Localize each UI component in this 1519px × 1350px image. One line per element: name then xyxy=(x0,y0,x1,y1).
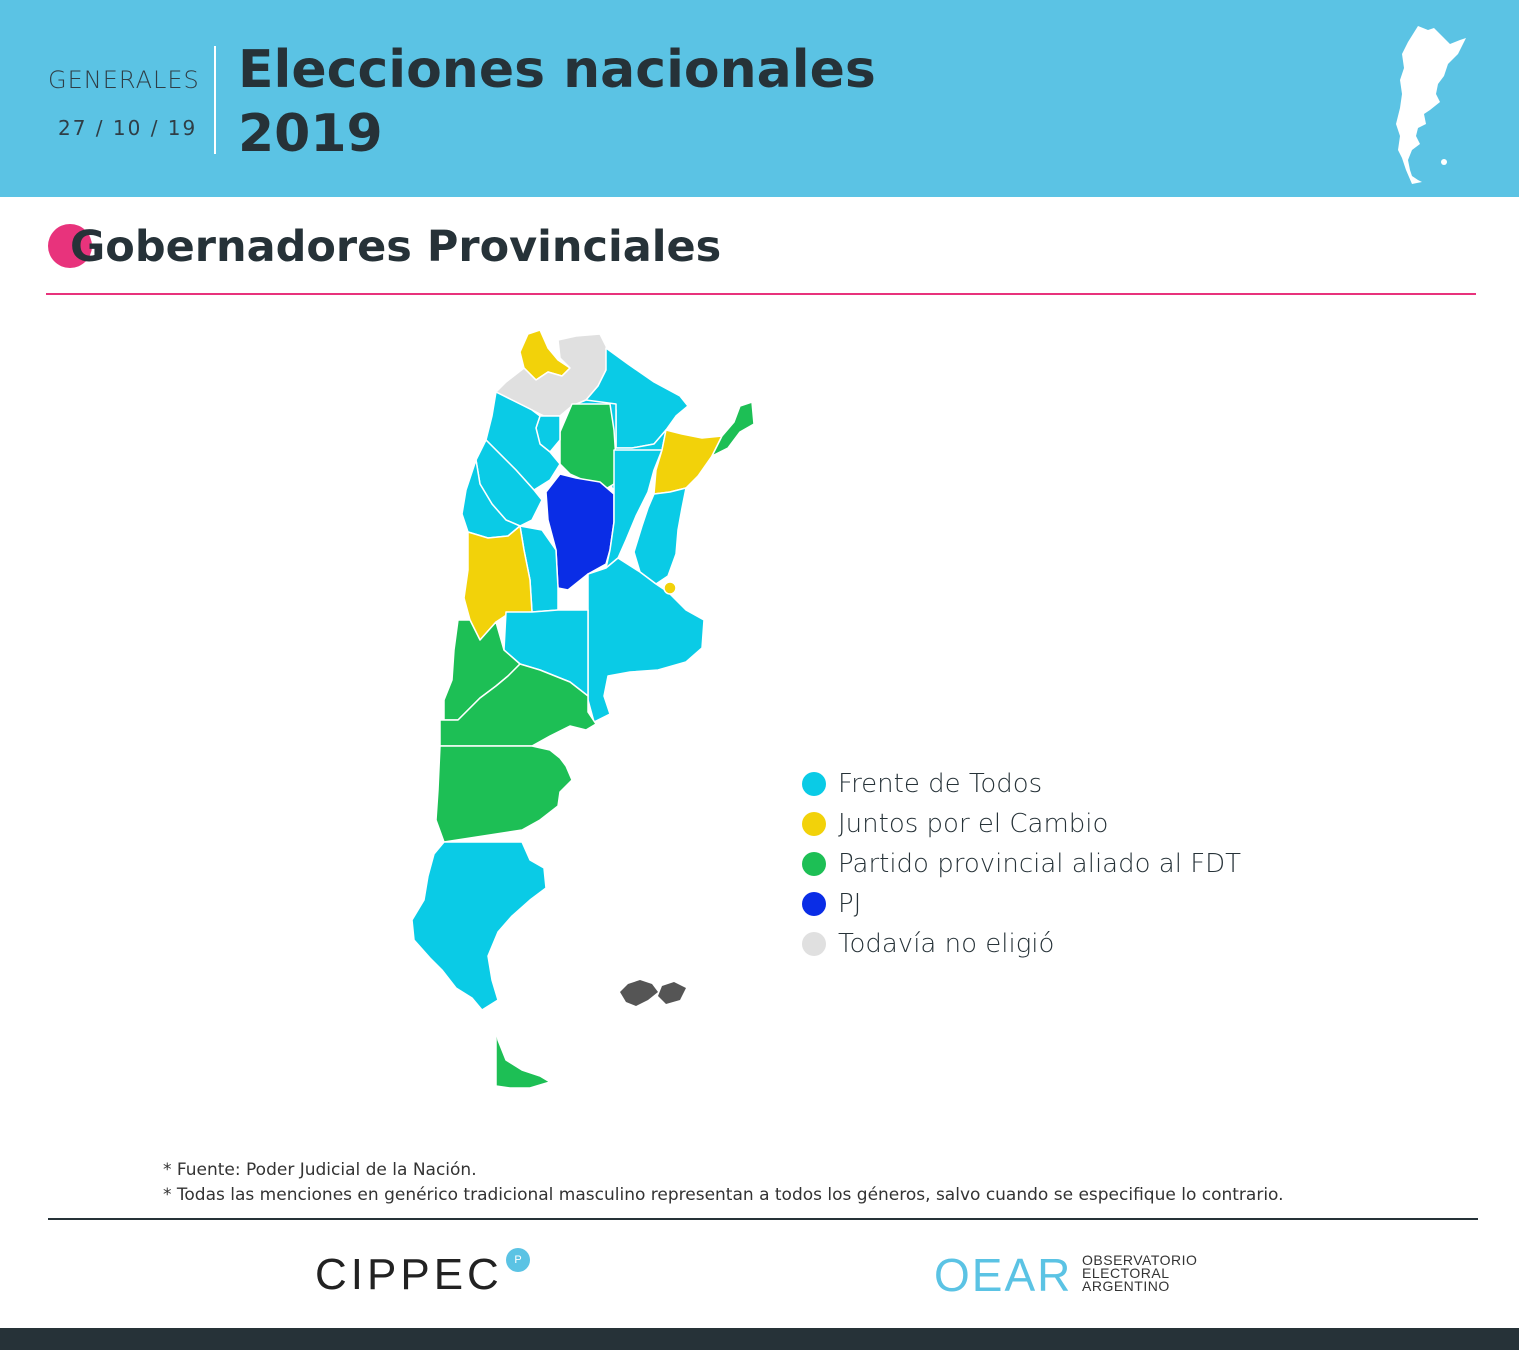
province-corrientes xyxy=(653,429,723,495)
legend-item: Juntos por el Cambio xyxy=(802,804,1241,844)
oear-logo-subtitle: OBSERVATORIO ELECTORAL ARGENTINO xyxy=(1082,1252,1198,1294)
oear-sub-line-3: ARGENTINO xyxy=(1082,1278,1170,1294)
footer-divider xyxy=(48,1218,1478,1220)
legend-label: PJ xyxy=(838,889,862,919)
legend-label: Frente de Todos xyxy=(838,769,1043,799)
legend-label: Juntos por el Cambio xyxy=(838,809,1109,839)
page-title: Elecciones nacionales 2019 xyxy=(238,38,938,166)
election-date: 27 / 10 / 19 xyxy=(58,116,198,140)
province-misiones xyxy=(711,401,755,457)
oear-sub-line-1: OBSERVATORIO xyxy=(1082,1252,1198,1268)
title-line-2: 2019 xyxy=(238,104,383,164)
legend-item: PJ xyxy=(802,884,1241,924)
argentina-provinces-map xyxy=(411,329,755,1089)
legend-swatch-todavia-no-eligio xyxy=(802,932,826,956)
province-chubut xyxy=(435,745,573,843)
malvinas-islands xyxy=(620,980,686,1006)
header-banner: GENERALES 27 / 10 / 19 Elecciones nacion… xyxy=(0,0,1519,197)
legend-item: Partido provincial aliado al FDT xyxy=(802,844,1241,884)
province-santacruz xyxy=(411,841,547,1011)
oear-logo: OEAR xyxy=(934,1249,1073,1301)
legend-item: Frente de Todos xyxy=(802,764,1241,804)
argentina-silhouette-icon xyxy=(1396,26,1466,184)
gender-note: * Todas las menciones en genérico tradic… xyxy=(163,1185,1284,1205)
bottom-bar xyxy=(0,1328,1519,1350)
legend-swatch-frente-de-todos xyxy=(802,772,826,796)
province-entrerios xyxy=(633,487,687,585)
oear-sub-line-2: ELECTORAL xyxy=(1082,1265,1170,1281)
province-buenosaires xyxy=(587,557,705,723)
section-divider xyxy=(46,293,1476,295)
province-cordoba xyxy=(545,473,615,591)
legend-label: Todavía no eligió xyxy=(838,929,1055,959)
section-heading: Gobernadores Provinciales xyxy=(70,222,722,272)
map-legend: Frente de Todos Juntos por el Cambio Par… xyxy=(802,764,1241,964)
footnotes: * Fuente: Poder Judicial de la Nación. *… xyxy=(163,1158,1284,1208)
legend-swatch-partido-provincial xyxy=(802,852,826,876)
province-santafe xyxy=(605,449,663,569)
province-rionegro xyxy=(439,663,597,747)
cippec-logo: CIPPEC xyxy=(315,1250,503,1299)
election-type: GENERALES xyxy=(48,66,200,94)
legend-label: Partido provincial aliado al FDT xyxy=(838,849,1242,879)
title-line-1: Elecciones nacionales xyxy=(238,40,876,100)
source-note: * Fuente: Poder Judicial de la Nación. xyxy=(163,1160,477,1180)
section-dot-icon xyxy=(48,224,92,268)
province-caba xyxy=(663,581,677,595)
header-divider xyxy=(214,46,216,154)
legend-swatch-juntos-por-el-cambio xyxy=(802,812,826,836)
province-tierradelfuego xyxy=(495,1025,551,1089)
legend-item: Todavía no eligió xyxy=(802,924,1241,964)
cippec-mark-icon: P xyxy=(506,1248,530,1272)
legend-swatch-pj xyxy=(802,892,826,916)
